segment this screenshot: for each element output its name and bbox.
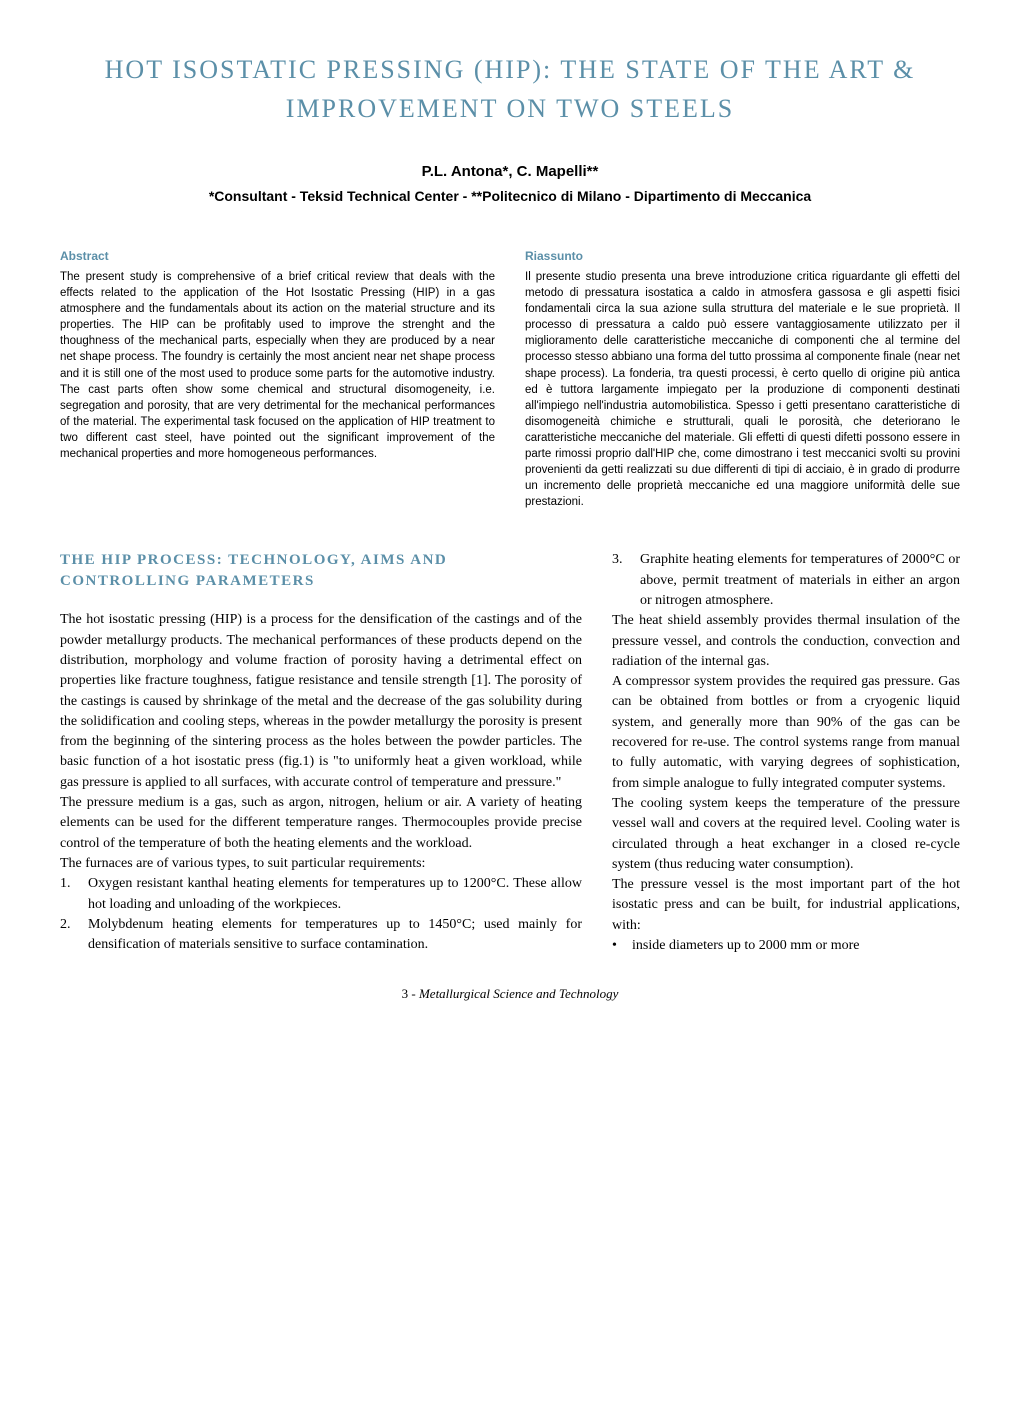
list-text: Oxygen resistant kanthal heating element…	[88, 874, 582, 915]
list-item: 2. Molybdenum heating elements for tempe…	[60, 915, 582, 956]
vessel-specs-list: • inside diameters up to 2000 mm or more	[612, 936, 960, 956]
affiliation: *Consultant - Teksid Technical Center - …	[60, 188, 960, 204]
body-text-left: The hot isostatic pressing (HIP) is a pr…	[60, 610, 582, 955]
main-content: THE HIP PROCESS: TECHNOLOGY, AIMS AND CO…	[60, 550, 960, 956]
section-heading: THE HIP PROCESS: TECHNOLOGY, AIMS AND CO…	[60, 550, 582, 592]
paragraph: A compressor system provides the require…	[612, 672, 960, 794]
riassunto-heading: Riassunto	[525, 249, 960, 263]
abstract-english: Abstract The present study is comprehens…	[60, 249, 495, 510]
riassunto-body: Il presente studio presenta una breve in…	[525, 269, 960, 510]
paragraph: The hot isostatic pressing (HIP) is a pr…	[60, 610, 582, 793]
paper-title: Hot Isostatic Pressing (HIP): the State …	[60, 50, 960, 128]
body-text-right: 3. Graphite heating elements for tempera…	[612, 550, 960, 956]
page-footer: 3 - Metallurgical Science and Technology	[60, 986, 960, 1002]
paragraph: The heat shield assembly provides therma…	[612, 611, 960, 672]
list-number: 3.	[612, 550, 640, 611]
right-column: 3. Graphite heating elements for tempera…	[612, 550, 960, 956]
list-text: Molybdenum heating elements for temperat…	[88, 915, 582, 956]
abstract-body: The present study is comprehensive of a …	[60, 269, 495, 462]
list-number: 2.	[60, 915, 88, 956]
journal-name: Metallurgical Science and Technology	[419, 986, 618, 1001]
left-column: THE HIP PROCESS: TECHNOLOGY, AIMS AND CO…	[60, 550, 582, 956]
paragraph: The furnaces are of various types, to su…	[60, 854, 582, 874]
paragraph: The pressure medium is a gas, such as ar…	[60, 793, 582, 854]
list-number: 1.	[60, 874, 88, 915]
paragraph: The cooling system keeps the temperature…	[612, 794, 960, 875]
list-item: • inside diameters up to 2000 mm or more	[612, 936, 960, 956]
abstract-italian: Riassunto Il presente studio presenta un…	[525, 249, 960, 510]
list-text: Graphite heating elements for temperatur…	[640, 550, 960, 611]
abstract-heading: Abstract	[60, 249, 495, 263]
furnace-list: 1. Oxygen resistant kanthal heating elem…	[60, 874, 582, 955]
footer-sep: -	[408, 986, 419, 1001]
list-item: 3. Graphite heating elements for tempera…	[612, 550, 960, 611]
paragraph: The pressure vessel is the most importan…	[612, 875, 960, 936]
bullet-icon: •	[612, 936, 632, 956]
authors: P.L. Antona*, C. Mapelli**	[60, 163, 960, 180]
list-item: 1. Oxygen resistant kanthal heating elem…	[60, 874, 582, 915]
list-text: inside diameters up to 2000 mm or more	[632, 936, 859, 956]
abstracts-row: Abstract The present study is comprehens…	[60, 249, 960, 510]
furnace-list-cont: 3. Graphite heating elements for tempera…	[612, 550, 960, 611]
